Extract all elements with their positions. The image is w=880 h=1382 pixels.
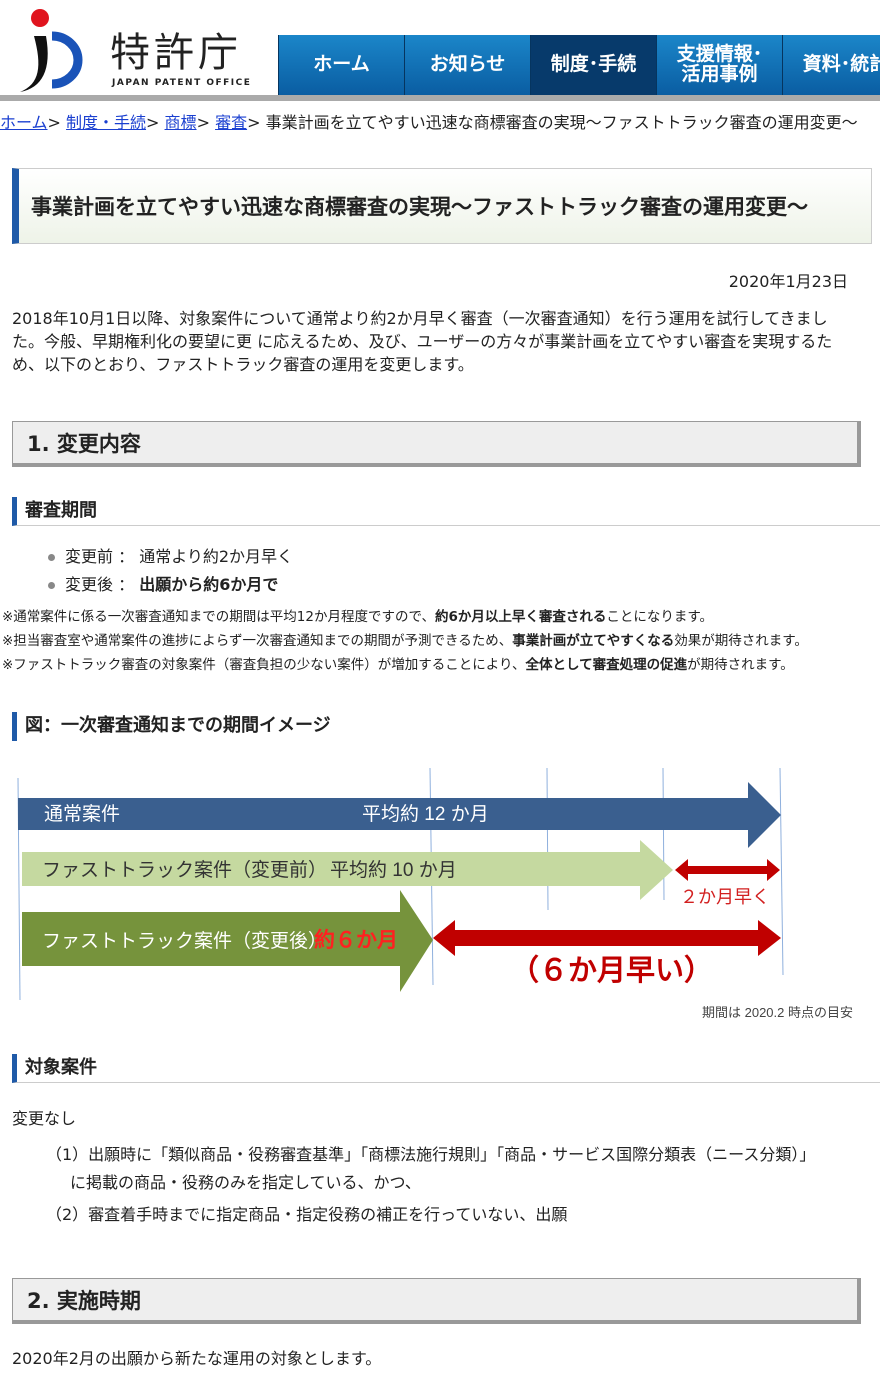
row1-value: 平均約 12 か月: [362, 803, 489, 825]
value: 出願から約6か月で: [139, 575, 279, 594]
target-none: 変更なし: [12, 1109, 77, 1128]
row3-label: ファストトラック案件（変更後）: [42, 930, 327, 952]
breadcrumb-system[interactable]: 制度・手続: [66, 113, 147, 132]
row2-label: ファストトラック案件（変更前）: [42, 859, 327, 881]
row3-value: 約６か月: [314, 928, 398, 952]
note-bold: 約6か月以上早く審査される: [434, 609, 607, 625]
target-item-1: （1）出願時に「類似商品・役務審査基準」「商標法施行規則」｢商品・サービス国際分…: [46, 1145, 816, 1164]
note-text: が期待されます。: [687, 657, 794, 673]
label: 変更前 ：: [65, 547, 140, 566]
note-text: ※ファストトラック審査の対象案件（審査負担の少ない案件）が増加することにより、: [2, 657, 526, 673]
jpo-logo[interactable]: 特許庁 JAPAN PATENT OFFICE: [12, 6, 252, 94]
breadcrumb-current: 事業計画を立てやすい迅速な商標審査の実現～ファストトラック審査の運用変更～: [265, 113, 858, 132]
note-text: 効果が期待されます。: [674, 633, 808, 649]
arrow-before: [22, 840, 673, 900]
breadcrumb-sep: >: [47, 113, 61, 132]
breadcrumb-home[interactable]: ホーム: [0, 113, 48, 132]
arrow-normal: [18, 782, 781, 848]
note-bold: 全体として審査処理の促進: [525, 657, 688, 673]
arrow-diff-6months: [433, 920, 781, 956]
intro-paragraph: 2018年10月1日以降、対象案件について通常より約2か月早く審査（一次審査通知…: [12, 309, 833, 374]
note-bold: 事業計画が立てやすくなる: [512, 633, 675, 649]
target-item-2: （2）審査着手時までに指定商品・指定役務の補正を行っていない、出願: [46, 1205, 568, 1224]
note-text: ※通常案件に係る一次審査通知までの期間は平均12か月程度ですので、: [2, 609, 435, 625]
logo-name: 特許庁: [110, 30, 242, 76]
jpo-logo-mark-icon: [20, 9, 83, 92]
row1-label: 通常案件: [44, 803, 120, 825]
row3-diff: （６か月早い）: [510, 954, 713, 987]
breadcrumb: ホーム> 制度・手続> 商標> 審査> 事業計画を立てやすい迅速な商標審査の実現…: [0, 109, 858, 133]
note-1: ※通常案件に係る一次審査通知までの期間は平均12か月程度ですので、約6か月以上早…: [2, 605, 713, 625]
breadcrumb-sep: >: [196, 113, 210, 132]
logo-subtitle: JAPAN PATENT OFFICE: [112, 78, 252, 88]
target-item-1-cont: に掲載の商品・役務のみを指定している、かつ、: [70, 1173, 421, 1192]
subheading-period: 審査期間: [12, 497, 880, 526]
period-diagram: 通常案件 平均約 12 か月 ファストトラック案件（変更前） 平均約 10 か月…: [17, 767, 853, 1020]
section-heading-schedule: 2. 実施時期: [12, 1278, 861, 1324]
global-nav: ホーム お知らせ 制度･手続 支援情報･ 活用事例 資料･統計: [278, 35, 880, 95]
figure-heading: 図：一次審査通知までの期間イメージ: [12, 712, 880, 741]
header-divider: [0, 95, 880, 101]
list-item-after: 変更後 ： 出願から約6か月で: [48, 571, 278, 595]
arrow-diff-2months: [675, 859, 780, 881]
figure-caption: 期間は 2020.2 時点の目安: [702, 1005, 853, 1020]
publish-date: 2020年1月23日: [728, 272, 848, 291]
breadcrumb-trademark[interactable]: 商標: [164, 113, 197, 132]
arrow-after: [22, 890, 433, 992]
note-text: ことになります。: [606, 609, 714, 625]
breadcrumb-sep: >: [146, 113, 160, 132]
nav-news[interactable]: お知らせ: [404, 35, 530, 95]
site-header: 特許庁 JAPAN PATENT OFFICE ホーム お知らせ 制度･手続 支…: [0, 0, 880, 96]
value: 通常より約2か月早く: [139, 547, 294, 566]
note-2: ※担当審査室や通常案件の進捗によらず一次審査通知までの期間が予測できるため、事業…: [2, 629, 808, 649]
page-title: 事業計画を立てやすい迅速な商標審査の実現～ファストトラック審査の運用変更～: [12, 168, 872, 244]
section-heading-changes: 1. 変更内容: [12, 421, 861, 467]
list-item-before: 変更前 ： 通常より約2か月早く: [48, 543, 293, 567]
breadcrumb-sep: >: [247, 113, 261, 132]
row2-value: 平均約 10 か月: [330, 859, 457, 881]
nav-home[interactable]: ホーム: [278, 35, 404, 95]
schedule-text: 2020年2月の出願から新たな運用の対象とします。: [12, 1349, 382, 1368]
nav-system-procedures[interactable]: 制度･手続: [530, 35, 656, 95]
breadcrumb-examination[interactable]: 審査: [215, 113, 248, 132]
subheading-target: 対象案件: [12, 1054, 880, 1083]
row2-diff: ２か月早く: [680, 887, 770, 907]
note-3: ※ファストトラック審査の対象案件（審査負担の少ない案件）が増加することにより、全…: [2, 653, 794, 673]
note-text: ※担当審査室や通常案件の進捗によらず一次審査通知までの期間が予測できるため、: [2, 633, 513, 649]
nav-statistics[interactable]: 資料･統計: [782, 35, 880, 95]
label: 変更後 ：: [65, 575, 140, 594]
nav-support[interactable]: 支援情報･ 活用事例: [656, 35, 782, 95]
